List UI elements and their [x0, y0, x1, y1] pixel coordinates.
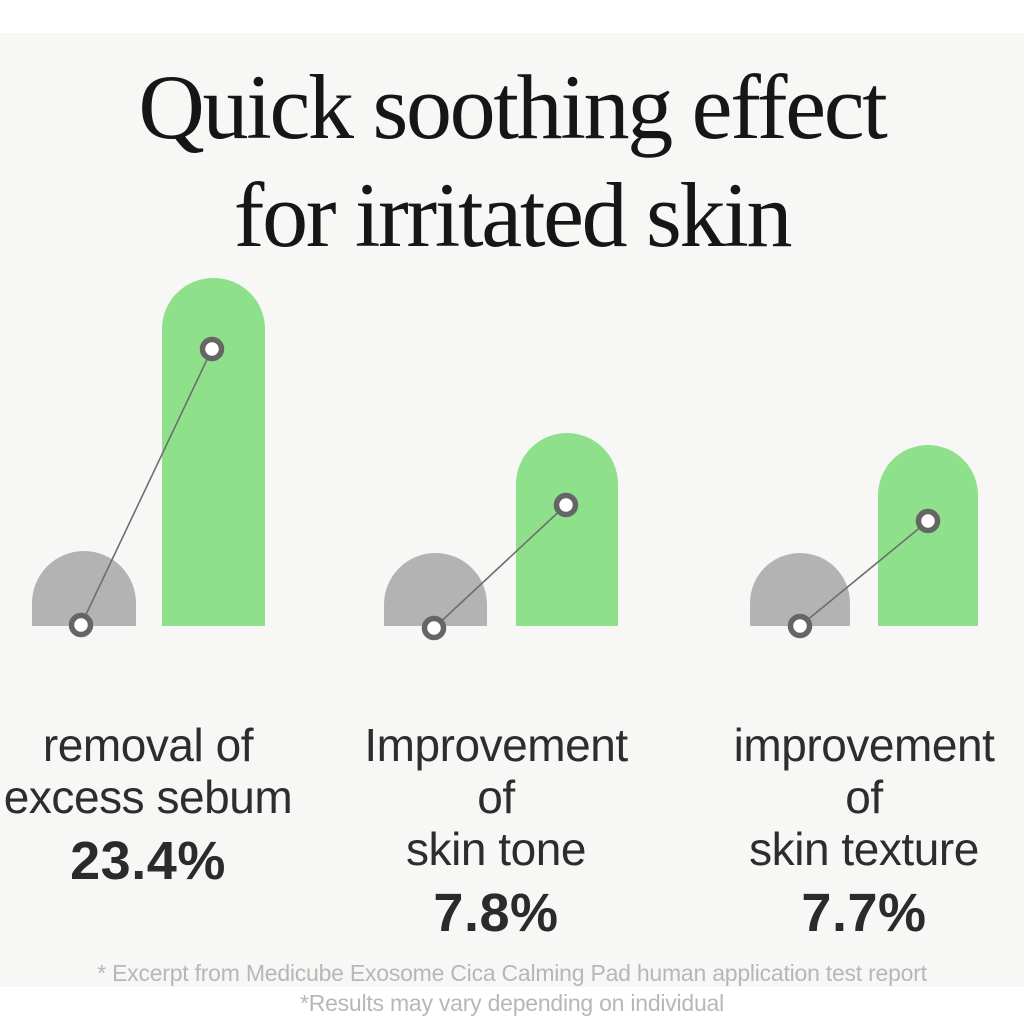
bar-after-sebum — [162, 278, 265, 626]
footnote: * Excerpt from Medicube Exosome Cica Cal… — [0, 958, 1024, 1018]
group-label-skin-texture: improvement of skin texture — [714, 719, 1014, 875]
group-sebum: removal of excess sebum 23.4% — [0, 719, 296, 889]
group-label-skin-tone-line1: Improvement of — [364, 719, 628, 823]
group-value-skin-tone: 7.8% — [433, 883, 559, 943]
group-label-skin-tone: Improvement of skin tone — [346, 719, 646, 875]
group-value-skin-texture: 7.7% — [801, 883, 927, 943]
bar-after-skin-tone — [516, 433, 618, 626]
footnote-line-2: *Results may vary depending on individua… — [300, 990, 724, 1016]
group-skin-texture: improvement of skin texture 7.7% — [714, 719, 1014, 941]
bar-after-skin-texture — [878, 445, 978, 626]
group-label-sebum-line1: removal of — [42, 719, 254, 771]
group-label-sebum: removal of excess sebum — [0, 719, 296, 823]
content-area: Quick soothing effect for irritated skin… — [0, 33, 1024, 1016]
page-title: Quick soothing effect for irritated skin — [0, 53, 1024, 269]
group-label-skin-tone-line2: skin tone — [406, 823, 586, 875]
title-line-1: Quick soothing effect — [138, 56, 887, 158]
bar-before-skin-tone — [384, 553, 487, 626]
bar-before-sebum — [32, 551, 136, 626]
bar-before-skin-texture — [750, 553, 850, 626]
group-skin-tone: Improvement of skin tone 7.8% — [346, 719, 646, 941]
group-value-sebum: 23.4% — [70, 831, 226, 891]
title-line-2: for irritated skin — [233, 164, 793, 266]
group-label-skin-texture-line2: skin texture — [749, 823, 979, 875]
group-label-skin-texture-line1: improvement of — [733, 719, 995, 823]
group-label-sebum-line2: excess sebum — [3, 771, 293, 823]
footnote-line-1: * Excerpt from Medicube Exosome Cica Cal… — [97, 960, 927, 986]
